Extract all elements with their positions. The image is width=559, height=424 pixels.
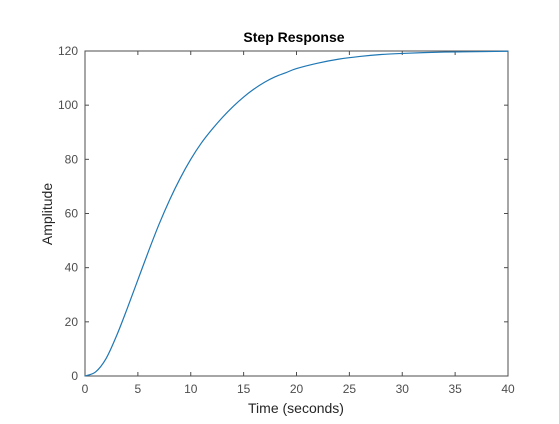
chart-title: Step Response — [243, 29, 344, 45]
x-axis-label: Time (seconds) — [248, 400, 344, 416]
step-response-line — [84, 50, 509, 377]
x-tick-label: 25 — [343, 382, 357, 396]
y-tick-label: 60 — [65, 207, 79, 221]
series-lines — [84, 50, 509, 377]
x-tick-label: 15 — [237, 382, 251, 396]
y-tick-label: 20 — [65, 315, 79, 329]
y-tick-label: 40 — [65, 261, 79, 275]
x-tick-label: 0 — [82, 382, 89, 396]
y-tick-label: 0 — [71, 369, 78, 383]
x-tick-label: 20 — [290, 382, 304, 396]
x-tick-label: 5 — [135, 382, 142, 396]
y-tick-label: 100 — [58, 98, 78, 112]
x-tick-label: 35 — [448, 382, 462, 396]
y-axis-label: Amplitude — [39, 183, 55, 245]
y-tick-label: 80 — [65, 152, 79, 166]
x-tick-label: 10 — [184, 382, 198, 396]
ticks — [84, 50, 509, 377]
y-tick-label: 120 — [58, 44, 78, 58]
x-tick-label: 40 — [501, 382, 515, 396]
tick-labels: 0 5 10 15 20 25 30 35 40 0 20 40 60 80 100 120 — [58, 44, 515, 396]
x-tick-label: 30 — [396, 382, 410, 396]
